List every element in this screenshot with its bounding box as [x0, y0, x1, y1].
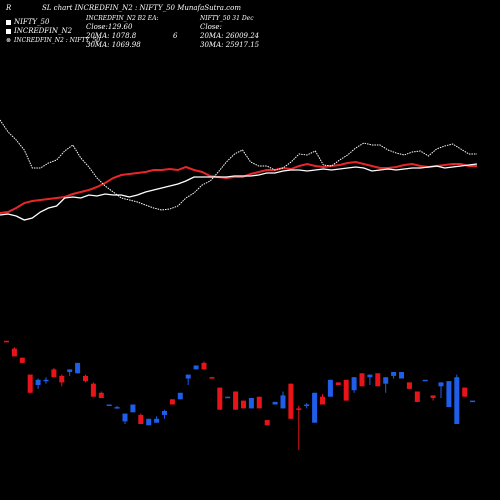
candle-body [193, 365, 199, 370]
candle-body [446, 381, 452, 408]
candle-body [209, 377, 215, 379]
candle-body [327, 379, 333, 397]
legend-item-ratio: ⊗ INCREDFIN_N2 : NIFTY_50 [6, 36, 100, 45]
stats-nifty-30ma: 30MA: 25917.15 [200, 41, 260, 49]
candle-body [422, 379, 428, 382]
candle-body [264, 420, 270, 426]
candle-body [201, 362, 207, 370]
legend-label: INCREDFIN_N2 [14, 27, 73, 35]
legend-item-nifty: NIFTY_50 [6, 18, 49, 27]
stats-incredfin-20ma: 20MA: 1078.8 [86, 32, 137, 40]
candle-body [414, 391, 420, 402]
candle-body [288, 383, 294, 419]
candle-body [375, 373, 381, 387]
legend-item-incredfin: INCREDFIN_N2 [6, 27, 72, 36]
stats-incredfin-line1: INCREDFIN_N2 B2 EA: [86, 15, 159, 22]
legend-swatch [6, 28, 11, 34]
incredfin-series-line [0, 160, 477, 214]
candle-body [320, 396, 325, 405]
candle-body [59, 375, 65, 383]
candle-body [154, 418, 160, 423]
ratio-series-line [0, 163, 478, 221]
candle-body [35, 379, 41, 385]
candle-body [391, 372, 397, 376]
candle-body [296, 408, 302, 410]
candle-body [280, 395, 286, 409]
candle-body [217, 387, 223, 410]
candle-body [383, 377, 389, 384]
candle-body [138, 414, 144, 424]
candle-body [304, 404, 310, 406]
stats-incredfin-30ma: 30MA: 1069.98 [86, 41, 141, 49]
candle-body [225, 396, 231, 399]
candle-body [399, 372, 404, 379]
candle-body [430, 395, 436, 398]
stats-extra-value: 6 [173, 32, 178, 40]
chart-title: SL chart INCREDFIN_N2 : NIFTY_50 MunafaS… [42, 4, 241, 12]
candle-body [454, 377, 460, 424]
nifty-series-line [0, 119, 477, 211]
candle-body [312, 392, 318, 423]
candle-body [106, 404, 112, 406]
candle-body [51, 369, 57, 378]
candle-body [185, 374, 191, 379]
candle-body [83, 375, 88, 382]
legend-swatch [6, 19, 11, 25]
candle-body [43, 379, 49, 382]
candle-body [98, 392, 104, 398]
candle-body [169, 399, 175, 405]
candle-body [19, 357, 25, 363]
candle-body [470, 400, 476, 403]
candle-body [351, 377, 357, 391]
stats-nifty-20ma: 20MA: 26009.24 [200, 32, 260, 40]
candle-body [130, 404, 136, 413]
stats-incredfin-close: Close:129.60 [86, 23, 133, 31]
candle-body [335, 382, 341, 385]
candle-body [359, 373, 365, 387]
candle-body [343, 379, 349, 401]
candle-body [122, 413, 128, 422]
candle-body [241, 400, 246, 409]
candle-body [256, 396, 262, 409]
candle-body [27, 374, 33, 393]
gear-icon: ⊗ [6, 37, 12, 44]
candle-body [90, 383, 96, 397]
candle-body [406, 382, 412, 389]
header-left-mark: R [6, 4, 12, 12]
stats-nifty-line1: NIFTY_50 31 Dec [200, 15, 254, 22]
candle-body [248, 398, 254, 409]
candle-body [177, 392, 183, 400]
candle-body [462, 387, 468, 397]
candle-body [367, 374, 373, 378]
legend-label: NIFTY_50 [14, 18, 50, 26]
candle-body [4, 340, 9, 343]
candle-body [146, 418, 152, 426]
candle-body [162, 411, 167, 415]
candle-body [11, 348, 17, 357]
stats-nifty-close: Close: [200, 23, 222, 31]
candle-body [67, 369, 73, 372]
candle-body [233, 391, 239, 410]
candle-body [438, 382, 444, 387]
candlestick-chart [4, 340, 476, 450]
legend-label: INCREDFIN_N2 : NIFTY_50 [14, 37, 101, 44]
line-chart [0, 119, 478, 221]
candle-body [272, 401, 278, 405]
candle-body [114, 407, 120, 409]
candle-body [75, 362, 81, 374]
